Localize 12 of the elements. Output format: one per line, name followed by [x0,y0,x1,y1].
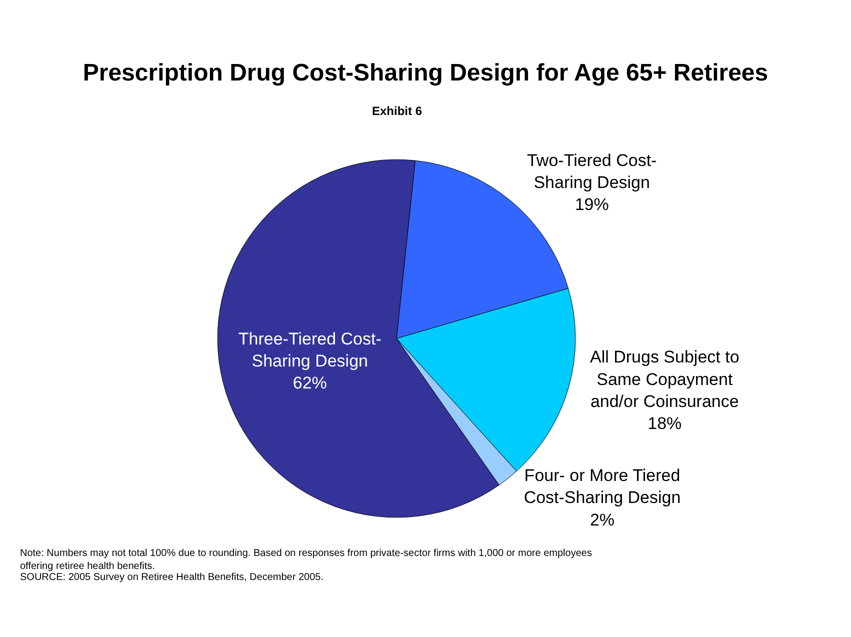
slice-label: Four- or More Tiered Cost-Sharing Design [524,466,681,508]
source-note: SOURCE: 2005 Survey on Retiree Health Benefits, December 2005. [20,572,324,583]
slice-label: All Drugs Subject to Same Copayment and/or Coinsurance [590,348,740,411]
chart-title: Prescription Drug Cost-Sharing Design for Age 65+ Retirees [82,60,768,86]
data-label: 2% [590,510,615,530]
data-label: 18% [648,414,682,434]
chart-subtitle: Exhibit 6 [372,104,422,118]
text: Note: Numbers may not total 100% due to rounding. Based on responses from private-sector firms with 1,000 or more employees offering retiree health benefits. [20,548,592,572]
data-label: 62% [292,373,327,392]
slice-label: Two-Tiered Cost-Sharing Design [526,150,657,192]
data-label: 19% [574,195,609,214]
slice-label: Three-Tiered Cost-Sharing Design [238,329,382,370]
